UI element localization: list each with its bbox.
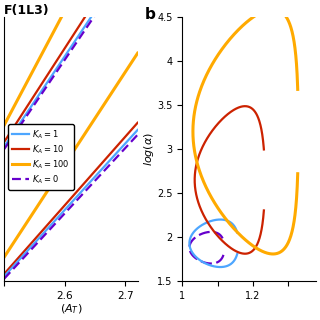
Legend: $K_A = 1$, $K_A = 10$, $K_A = 100$, $K_A = 0$: $K_A = 1$, $K_A = 10$, $K_A = 100$, $K_A… — [8, 124, 74, 190]
X-axis label: $(A_T)$: $(A_T)$ — [60, 302, 82, 316]
Text: b: b — [145, 7, 156, 22]
Text: F(1L3): F(1L3) — [4, 4, 50, 17]
Y-axis label: $log(\alpha)$: $log(\alpha)$ — [142, 132, 156, 166]
